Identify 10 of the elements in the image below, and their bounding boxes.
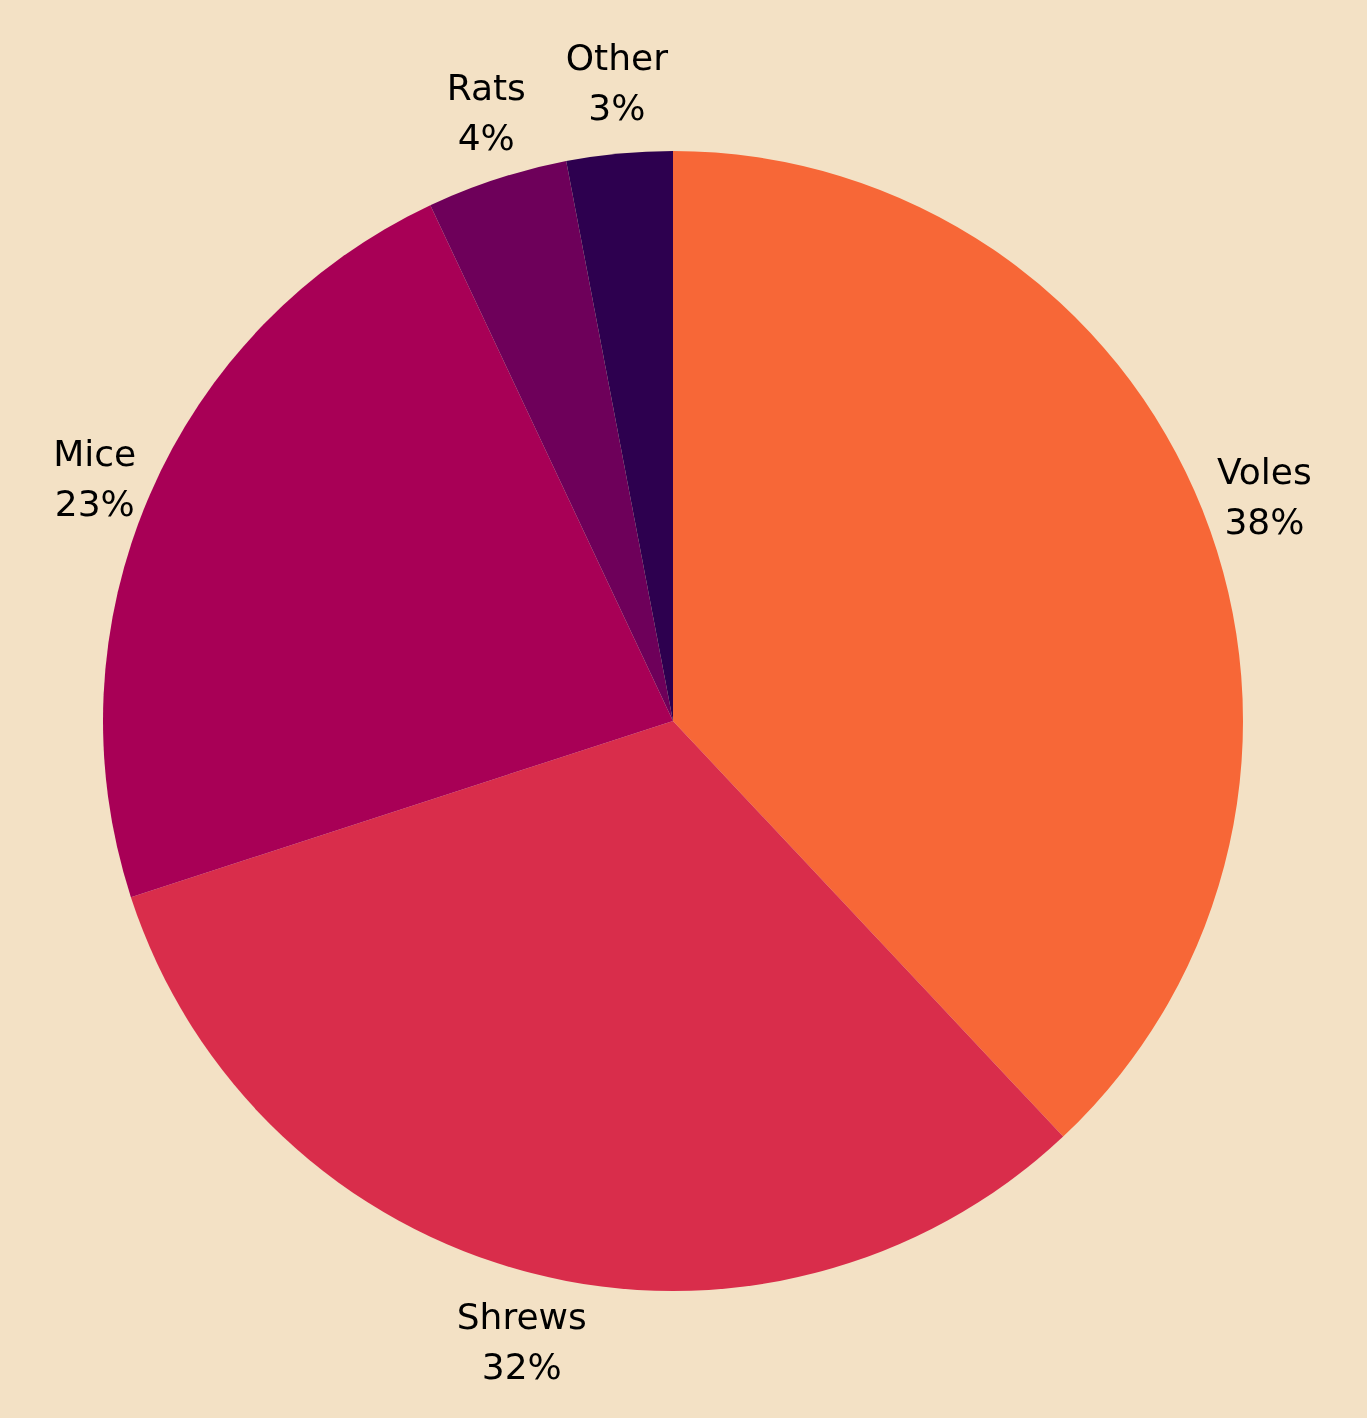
slice-label: Rats <box>446 67 526 109</box>
slice-label: Other <box>565 36 669 78</box>
data-label: 4% <box>457 117 515 159</box>
slice-label: Voles <box>1217 450 1312 492</box>
data-label: 3% <box>588 86 646 128</box>
data-label: 32% <box>481 1345 562 1387</box>
data-label: 23% <box>54 482 135 524</box>
slice-label: Shrews <box>456 1295 587 1337</box>
slice-label: Mice <box>53 432 137 474</box>
data-label: 38% <box>1224 500 1305 542</box>
